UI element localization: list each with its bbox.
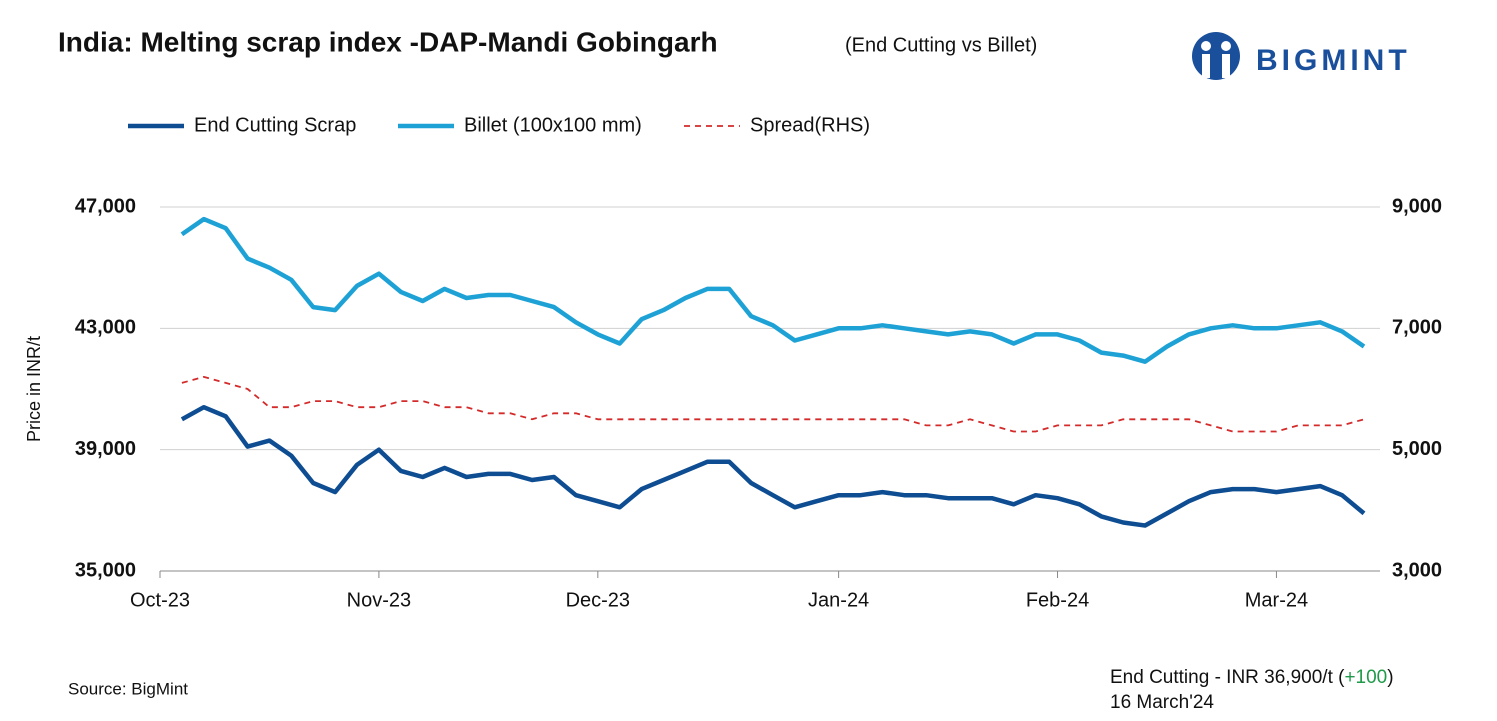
note-text: ) [1387,667,1393,688]
series-line [180,404,1366,528]
y-tick-label: 39,000 [75,438,136,460]
chart-subtitle: (End Cutting vs Billet) [845,34,1037,56]
legend-label: End Cutting Scrap [194,114,356,136]
note-change: +100 [1344,667,1387,688]
note-date: 16 March'24 [1110,692,1214,713]
logo-text: BIGMINT [1256,44,1411,77]
legend-label: Spread(RHS) [750,114,870,136]
y-tick-label: 35,000 [75,559,136,581]
y2-tick-label: 5,000 [1392,438,1442,460]
note-text: End Cutting - INR 36,900/t ( [1110,667,1345,688]
x-tick-label: Feb-24 [1026,589,1089,611]
x-tick-label: Jan-24 [808,589,869,611]
y2-tick-label: 7,000 [1392,317,1442,339]
series-line [180,216,1366,364]
source: Source: BigMint [68,679,188,698]
y-axis-label: Price in INR/t [24,336,44,442]
legend-label: Billet (100x100 mm) [464,114,642,136]
y-tick-label: 47,000 [75,195,136,217]
note: End Cutting - INR 36,900/t (+100) [1110,667,1394,688]
x-tick-label: Nov-23 [347,589,411,611]
y-tick-label: 43,000 [75,317,136,339]
chart-title: India: Melting scrap index -DAP-Mandi Go… [58,26,718,57]
logo-icon [1192,32,1240,80]
x-tick-label: Mar-24 [1245,589,1308,611]
x-tick-label: Dec-23 [566,589,630,611]
y2-tick-label: 3,000 [1392,559,1442,581]
x-tick-label: Oct-23 [130,589,190,611]
y2-tick-label: 9,000 [1392,195,1442,217]
series-line [181,376,1365,433]
